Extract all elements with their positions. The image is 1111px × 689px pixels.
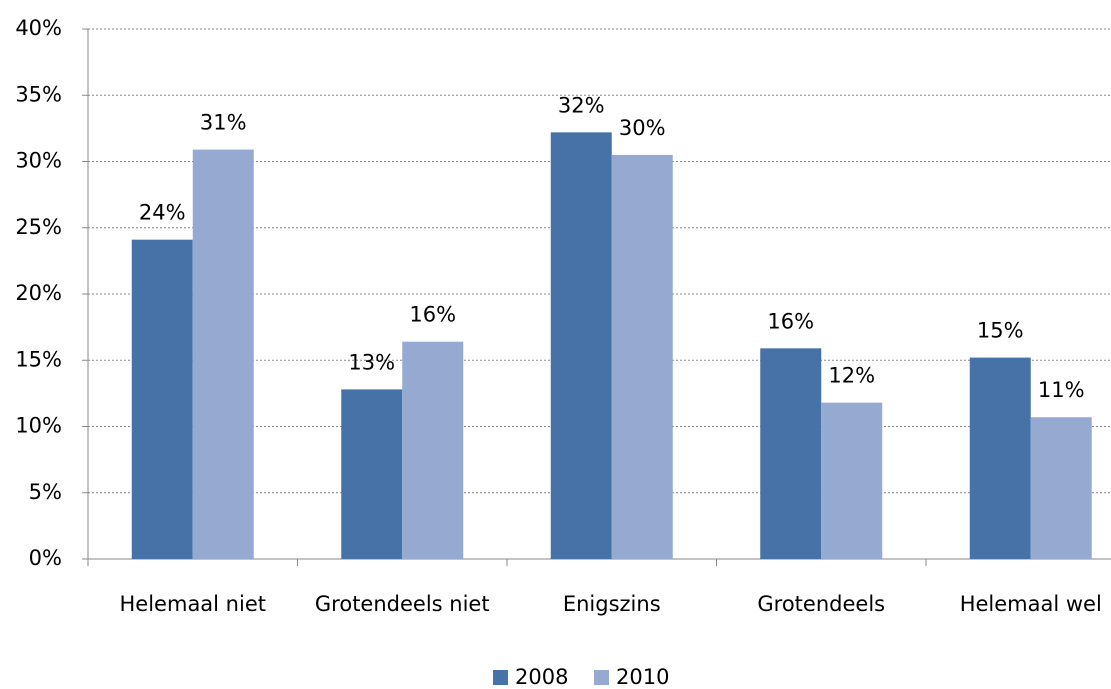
legend-swatch — [594, 670, 609, 685]
data-label: 11% — [1038, 378, 1085, 402]
x-tick-label: Enigszins — [563, 592, 661, 616]
bar — [341, 389, 403, 559]
y-tick-label: 10% — [15, 414, 62, 438]
bar — [131, 239, 193, 560]
legend-label: 2008 — [515, 665, 568, 689]
data-label: 12% — [828, 364, 875, 388]
bar — [550, 132, 612, 559]
bar — [760, 348, 822, 559]
y-tick-label: 5% — [29, 480, 62, 504]
bar — [402, 341, 464, 559]
x-tick-label: Grotendeels niet — [315, 592, 490, 616]
legend-swatch — [493, 670, 508, 685]
y-tick-label: 35% — [15, 82, 62, 106]
data-label: 24% — [139, 201, 186, 225]
x-tick-label: Grotendeels — [757, 592, 885, 616]
data-label: 16% — [767, 309, 814, 333]
data-label: 32% — [558, 93, 605, 117]
y-tick-label: 30% — [15, 149, 62, 173]
bar — [1030, 417, 1092, 559]
x-tick-label: Helemaal wel — [960, 592, 1102, 616]
y-tick-label: 20% — [15, 281, 62, 305]
data-label: 31% — [200, 111, 247, 135]
data-label: 13% — [348, 350, 395, 374]
legend-label: 2010 — [616, 665, 669, 689]
y-tick-label: 40% — [15, 16, 62, 40]
data-label: 16% — [409, 303, 456, 327]
bar — [192, 149, 254, 559]
bar — [611, 154, 673, 559]
data-label: 30% — [619, 116, 666, 140]
x-tick-label: Helemaal niet — [120, 592, 266, 616]
bar — [969, 357, 1031, 559]
bar — [821, 402, 883, 559]
y-tick-label: 15% — [15, 347, 62, 371]
y-tick-label: 0% — [29, 546, 62, 570]
y-tick-label: 25% — [15, 215, 62, 239]
data-label: 15% — [977, 319, 1024, 343]
